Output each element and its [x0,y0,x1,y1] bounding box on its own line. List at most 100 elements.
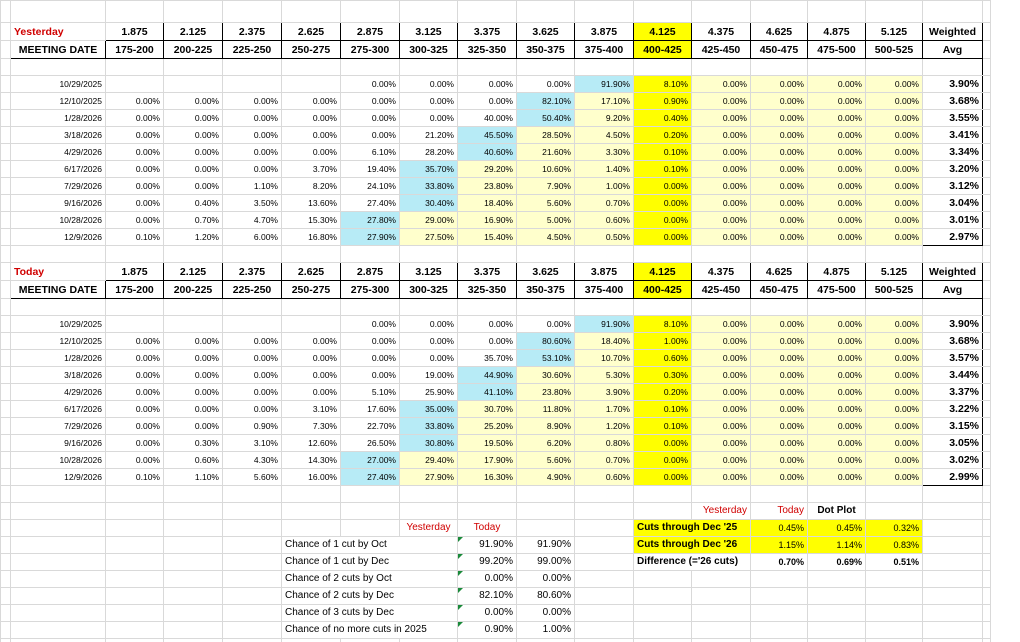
probability-cell[interactable]: 0.00% [691,366,751,384]
probability-cell[interactable]: 26.50% [340,434,400,452]
cuts-today[interactable]: 0.69% [807,553,866,571]
probability-cell[interactable]: 0.00% [865,211,923,229]
empty-cell[interactable] [982,570,991,588]
probability-cell[interactable]: 0.00% [105,160,164,178]
probability-cell[interactable]: 0.60% [633,349,692,367]
probability-cell[interactable]: 35.70% [457,349,517,367]
probability-cell[interactable]: 0.00% [105,349,164,367]
probability-cell[interactable]: 0.30% [633,366,692,384]
probability-cell[interactable]: 0.00% [633,468,692,486]
empty-cell[interactable] [982,262,991,281]
empty-cell[interactable] [0,468,11,486]
probability-cell[interactable]: 0.00% [865,434,923,452]
probability-cell[interactable]: 27.40% [340,194,400,212]
empty-cell[interactable] [399,638,458,642]
probability-cell[interactable]: 4.50% [516,228,575,246]
range-header[interactable]: 275-300 [340,280,400,299]
empty-cell[interactable] [691,485,751,503]
empty-cell[interactable] [865,58,923,76]
empty-cell[interactable] [0,536,11,554]
weighted-avg[interactable]: 3.55% [922,109,983,127]
empty-cell[interactable] [982,451,991,469]
chance-label[interactable]: Chance of 2 cuts by Dec [281,587,458,605]
probability-cell[interactable]: 91.90% [574,315,634,333]
rate-header[interactable]: 3.375 [457,262,517,281]
empty-cell[interactable] [0,570,11,588]
range-header[interactable]: 475-500 [807,280,866,299]
rate-header[interactable]: 3.125 [399,22,458,41]
empty-cell[interactable] [0,502,11,520]
empty-cell[interactable] [982,332,991,350]
empty-cell[interactable] [105,638,164,642]
cuts-dotplot[interactable]: 0.32% [865,519,923,537]
chance-yesterday[interactable]: 0.00% [457,570,517,588]
empty-cell[interactable] [574,570,634,588]
probability-cell[interactable]: 0.00% [807,434,866,452]
probability-cell[interactable]: 35.70% [399,160,458,178]
rate-header[interactable]: 2.125 [163,22,223,41]
empty-cell[interactable] [163,502,223,520]
meeting-date-header[interactable]: MEETING DATE [10,40,106,59]
empty-cell[interactable] [574,502,634,520]
probability-cell[interactable]: 0.00% [750,468,808,486]
empty-cell[interactable] [457,485,517,503]
probability-cell[interactable]: 0.00% [163,332,223,350]
range-header[interactable]: 275-300 [340,40,400,59]
meeting-date[interactable]: 10/28/2026 [10,451,106,469]
probability-cell[interactable]: 21.60% [516,143,575,161]
probability-cell[interactable]: 12.60% [281,434,341,452]
weighted-avg[interactable]: 3.04% [922,194,983,212]
empty-cell[interactable] [222,587,282,605]
probability-cell[interactable]: 0.70% [163,211,223,229]
probability-cell[interactable]: 0.00% [516,315,575,333]
empty-cell[interactable] [0,434,11,452]
rate-header[interactable]: 3.625 [516,262,575,281]
empty-cell[interactable] [922,0,983,23]
probability-cell[interactable]: 8.20% [281,177,341,195]
empty-cell[interactable] [222,570,282,588]
empty-cell[interactable] [807,604,866,622]
empty-cell[interactable] [0,109,11,127]
probability-cell[interactable]: 16.80% [281,228,341,246]
empty-cell[interactable] [163,0,223,23]
probability-cell[interactable]: 0.00% [750,400,808,418]
probability-cell[interactable]: 0.10% [105,228,164,246]
probability-cell[interactable]: 0.00% [457,315,517,333]
empty-cell[interactable] [163,58,223,76]
chance-label[interactable]: Chance of 1 cut by Oct [281,536,458,554]
empty-cell[interactable] [0,126,11,144]
range-header[interactable]: 350-375 [516,40,575,59]
probability-cell[interactable]: 0.00% [750,417,808,435]
empty-cell[interactable] [163,570,223,588]
range-header[interactable]: 175-200 [105,40,164,59]
empty-cell[interactable] [222,58,282,76]
probability-cell[interactable]: 0.00% [865,383,923,401]
empty-cell[interactable] [807,58,866,76]
empty-cell[interactable] [163,638,223,642]
chance-yesterday[interactable]: 82.10% [457,587,517,605]
probability-cell[interactable]: 0.00% [163,92,223,110]
probability-cell[interactable]: 0.00% [750,177,808,195]
empty-cell[interactable] [750,0,808,23]
empty-cell[interactable] [222,245,282,263]
probability-cell[interactable]: 0.00% [691,143,751,161]
empty-cell[interactable] [574,519,634,537]
chance-today[interactable]: 0.00% [516,570,575,588]
probability-cell[interactable]: 29.00% [399,211,458,229]
probability-cell[interactable]: 0.00% [163,383,223,401]
probability-cell[interactable]: 0.00% [163,160,223,178]
empty-cell[interactable] [865,587,923,605]
weighted-header[interactable]: Weighted [922,22,983,41]
probability-cell[interactable]: 0.00% [865,194,923,212]
rate-header[interactable]: 2.875 [340,262,400,281]
empty-cell[interactable] [457,245,517,263]
probability-cell[interactable]: 0.00% [222,143,282,161]
probability-cell[interactable]: 0.00% [750,92,808,110]
empty-cell[interactable] [516,519,575,537]
chances-yesterday-header[interactable]: Yesterday [399,519,458,537]
chances-today-header[interactable]: Today [457,519,517,537]
probability-cell[interactable]: 0.00% [222,349,282,367]
probability-cell[interactable]: 0.00% [457,75,517,93]
rate-header[interactable]: 3.875 [574,22,634,41]
empty-cell[interactable] [982,587,991,605]
